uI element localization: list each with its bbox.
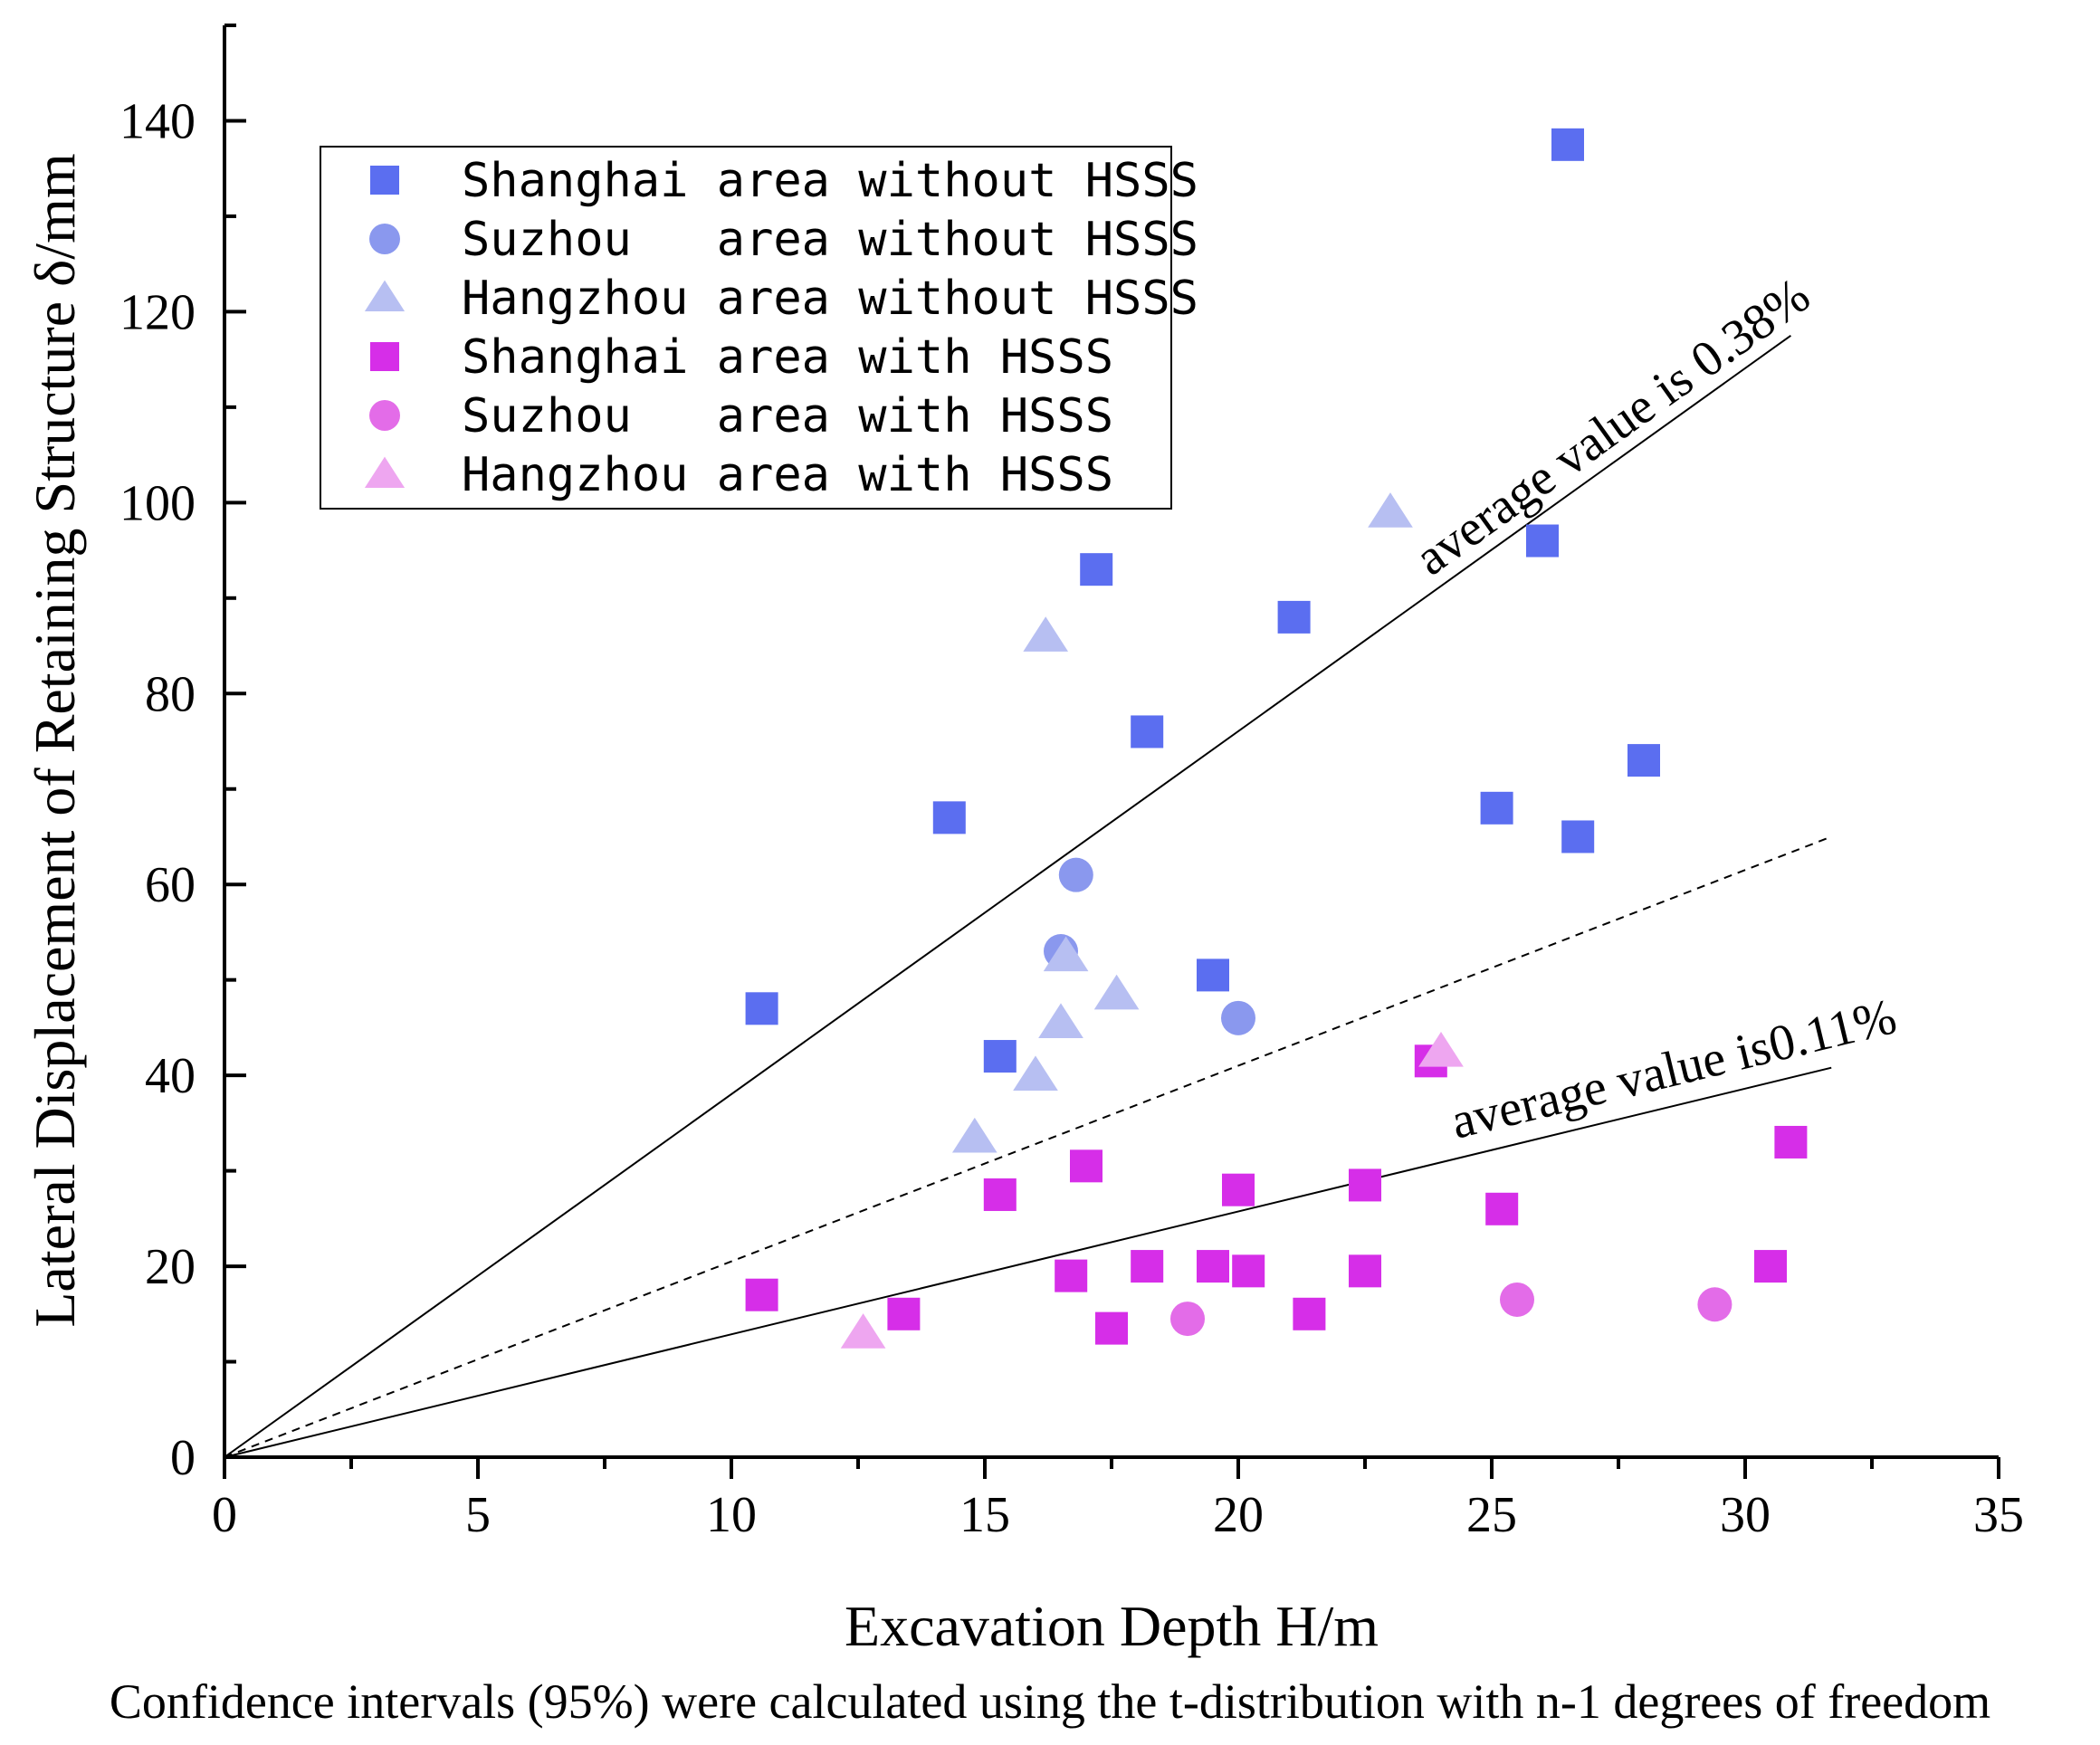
legend-label: Shanghai area without HSSS <box>462 154 1198 208</box>
data-point-suzhou-area-with-hsss <box>1697 1287 1732 1322</box>
y-tick-label: 40 <box>145 1048 196 1104</box>
data-point-suzhou-area-with-hsss <box>1170 1302 1205 1337</box>
y-tick-label: 100 <box>119 475 196 531</box>
x-tick-label: 30 <box>1720 1487 1771 1543</box>
data-point-shanghai-area-with-hsss <box>745 1278 778 1311</box>
data-point-shanghai-area-without-hsss <box>1480 791 1513 825</box>
data-point-shanghai-area-with-hsss <box>1293 1297 1326 1330</box>
data-point-shanghai-area-with-hsss <box>983 1178 1017 1211</box>
x-tick-label: 0 <box>212 1487 237 1543</box>
mean-dashed-line <box>224 835 1832 1458</box>
data-markers <box>745 128 1808 1349</box>
data-point-shanghai-area-with-hsss <box>1349 1168 1381 1202</box>
x-tick-label: 20 <box>1213 1487 1264 1543</box>
data-point-shanghai-area-without-hsss <box>1628 744 1660 777</box>
data-point-shanghai-area-with-hsss <box>1055 1259 1088 1292</box>
data-point-shanghai-area-without-hsss <box>1551 128 1584 161</box>
legend-box <box>320 146 1172 510</box>
data-point-shanghai-area-without-hsss <box>983 1040 1017 1073</box>
legend-marker <box>369 400 400 431</box>
data-point-shanghai-area-without-hsss <box>1561 820 1595 853</box>
legend-marker <box>370 166 399 195</box>
data-point-shanghai-area-with-hsss <box>1131 1250 1164 1283</box>
y-tick-label: 140 <box>119 93 196 149</box>
axes: 0 5 10 15 20 25 30 35 0 20 40 60 80 100 120 140 <box>119 24 2024 1543</box>
data-point-shanghai-area-without-hsss <box>1080 553 1113 586</box>
lower-line-annotation: average value is0.11% <box>1446 988 1902 1150</box>
reference-line-2 <box>224 1066 1832 1458</box>
data-point-hangzhou-area-without-hsss <box>1023 616 1069 652</box>
data-point-suzhou-area-without-hsss <box>1221 1000 1255 1035</box>
data-point-shanghai-area-without-hsss <box>1526 524 1559 558</box>
upper-line-annotation: average value is 0.38% <box>1405 267 1819 586</box>
legend-label: Hangzhou area without HSSS <box>462 272 1198 326</box>
legend-label: Shanghai area with HSSS <box>462 330 1113 385</box>
data-point-hangzhou-area-with-hsss <box>1418 1032 1464 1067</box>
data-point-shanghai-area-with-hsss <box>887 1297 921 1330</box>
data-point-shanghai-area-without-hsss <box>745 992 778 1025</box>
data-point-hangzhou-area-with-hsss <box>840 1313 886 1349</box>
y-tick-label: 20 <box>145 1239 196 1295</box>
data-point-suzhou-area-with-hsss <box>1500 1282 1534 1317</box>
data-point-shanghai-area-without-hsss <box>1277 600 1311 634</box>
x-axis-ticks: 0 5 10 15 20 25 30 35 <box>212 1457 2024 1543</box>
data-point-shanghai-area-with-hsss <box>1485 1192 1519 1225</box>
data-point-shanghai-area-without-hsss <box>932 801 966 834</box>
legend-marker <box>370 342 399 371</box>
data-point-hangzhou-area-without-hsss <box>1368 492 1413 528</box>
y-tick-label: 0 <box>170 1430 196 1486</box>
data-point-hangzhou-area-without-hsss <box>1093 974 1140 1010</box>
y-tick-label: 120 <box>119 284 196 340</box>
data-point-hangzhou-area-without-hsss <box>1038 1003 1083 1038</box>
legend-label: Suzhou area with HSSS <box>462 389 1113 443</box>
data-point-suzhou-area-without-hsss <box>1058 857 1093 892</box>
data-point-shanghai-area-with-hsss <box>1070 1149 1102 1183</box>
y-tick-label: 60 <box>145 857 196 913</box>
data-point-hangzhou-area-without-hsss <box>1043 936 1089 972</box>
y-axis-ticks: 0 20 40 60 80 100 120 140 <box>119 24 246 1486</box>
chart-caption: Confidence intervals (95%) were calculat… <box>110 1674 1990 1729</box>
data-point-shanghai-area-with-hsss <box>1232 1254 1265 1288</box>
reference-lines <box>224 334 1832 1458</box>
data-point-shanghai-area-with-hsss <box>1349 1254 1381 1288</box>
legend-marker <box>364 280 406 311</box>
x-tick-label: 15 <box>959 1487 1010 1543</box>
data-point-shanghai-area-with-hsss <box>1774 1125 1808 1159</box>
data-point-shanghai-area-with-hsss <box>1222 1173 1255 1206</box>
y-axis-title: Lateral Displacement of Retaining Struct… <box>23 153 87 1327</box>
x-tick-label: 25 <box>1466 1487 1517 1543</box>
x-axis-title: Excavation Depth H/m <box>845 1594 1379 1658</box>
data-point-shanghai-area-without-hsss <box>1197 958 1229 992</box>
x-tick-label: 5 <box>465 1487 491 1543</box>
legend-marker <box>364 456 406 488</box>
x-tick-label: 35 <box>1973 1487 2024 1543</box>
data-point-shanghai-area-with-hsss <box>1754 1250 1787 1283</box>
y-tick-label: 80 <box>145 666 196 722</box>
legend-label: Hangzhou area with HSSS <box>462 448 1113 502</box>
legend-marker <box>369 224 400 254</box>
data-point-shanghai-area-without-hsss <box>1131 715 1164 749</box>
reference-line-0 <box>224 334 1791 1458</box>
data-point-shanghai-area-with-hsss <box>1197 1250 1229 1283</box>
x-tick-label: 10 <box>706 1487 757 1543</box>
data-point-shanghai-area-with-hsss <box>1095 1311 1128 1345</box>
data-point-hangzhou-area-without-hsss <box>1013 1055 1058 1091</box>
data-point-hangzhou-area-without-hsss <box>951 1117 998 1153</box>
legend-label: Suzhou area without HSSS <box>462 213 1198 267</box>
